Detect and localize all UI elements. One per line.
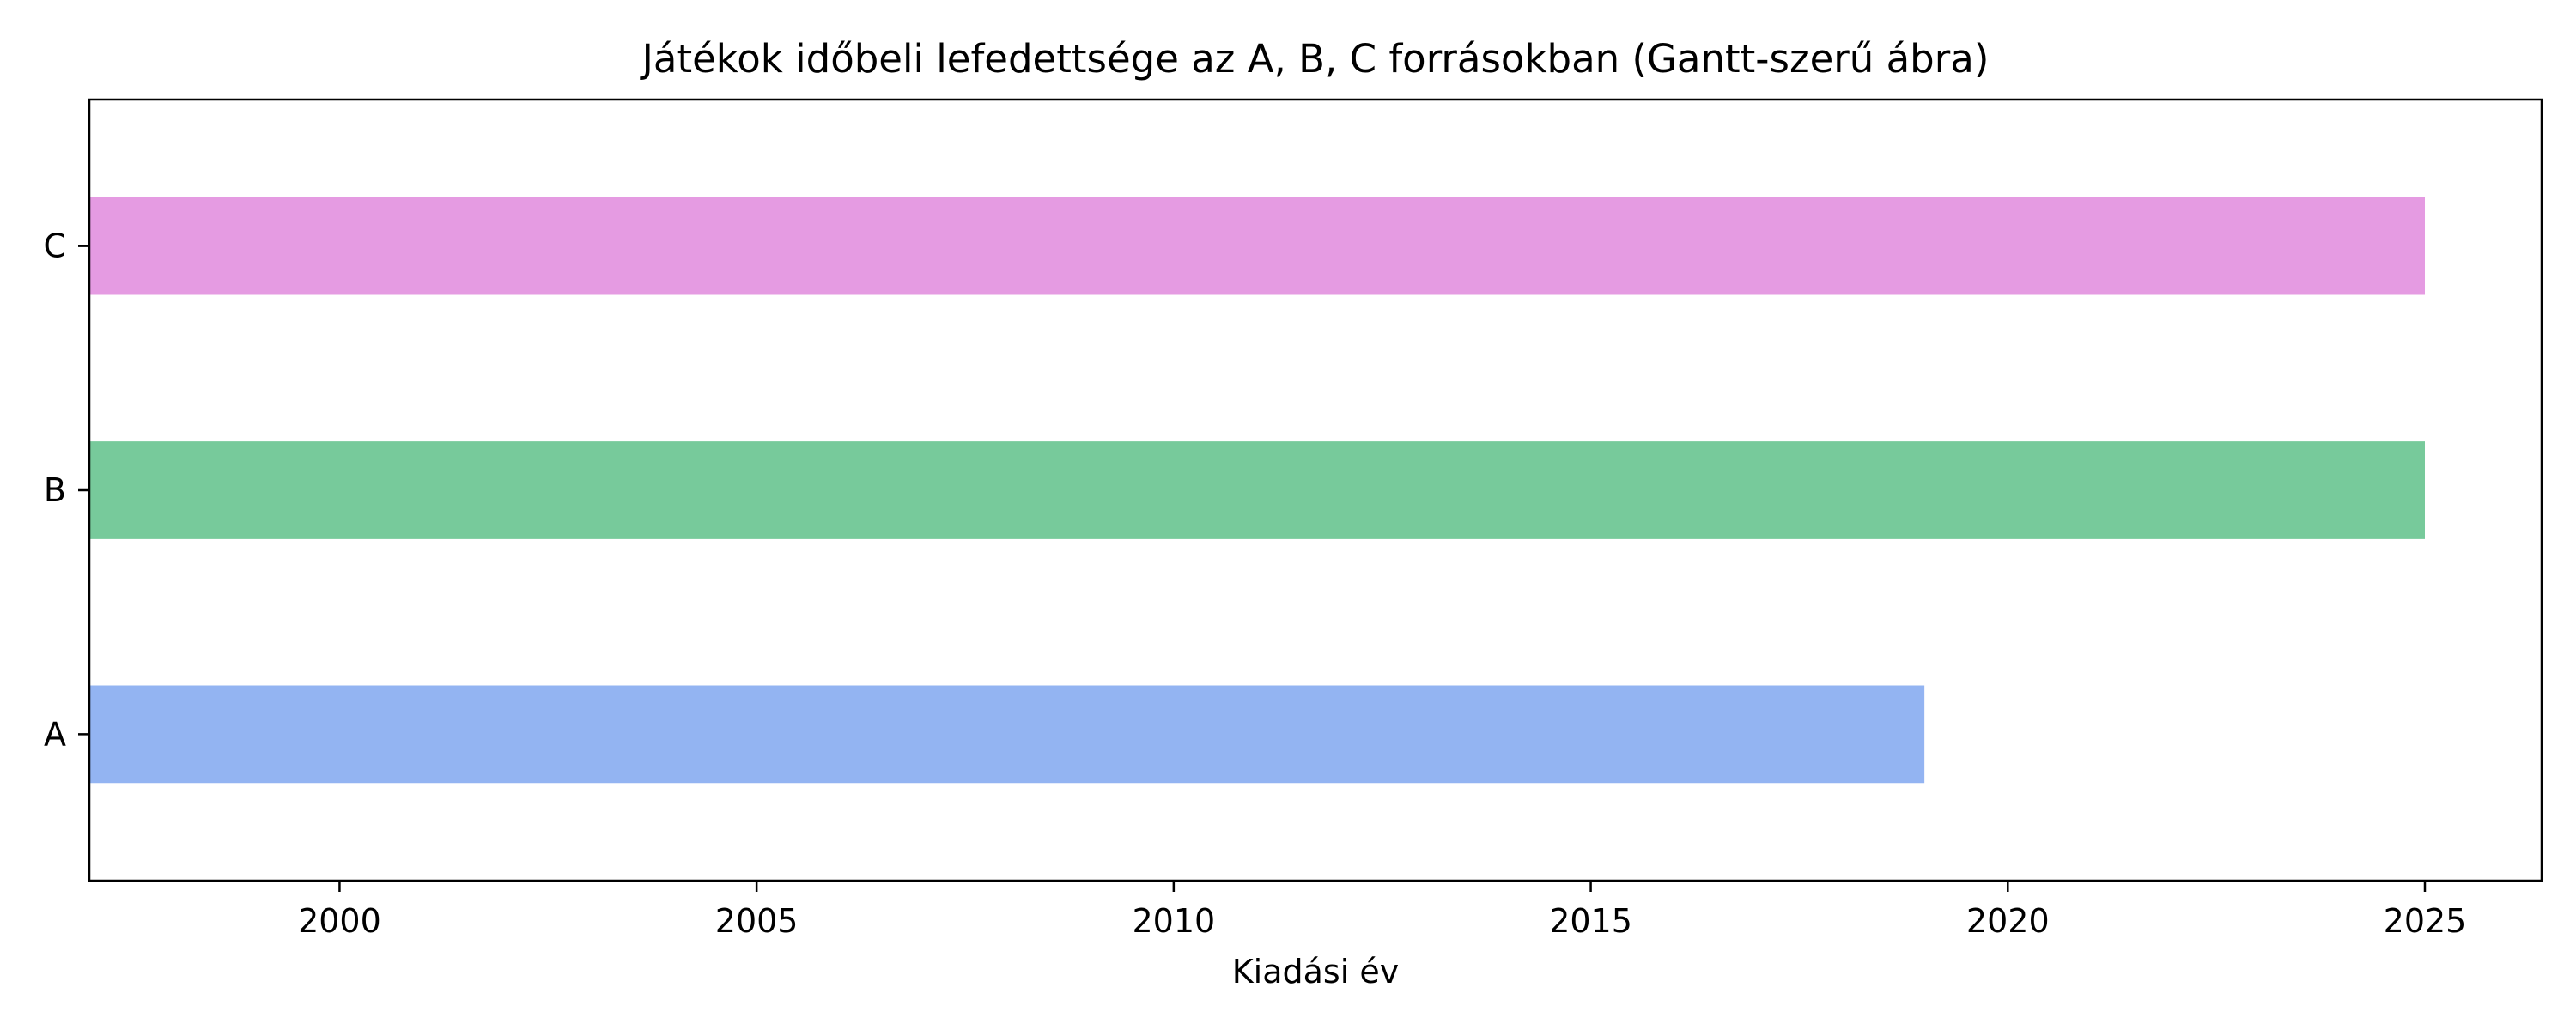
x-tick-label-2015: 2015 — [1549, 902, 1632, 940]
x-tick-label-2005: 2005 — [715, 902, 799, 940]
plot-frame — [88, 98, 2543, 882]
y-tick-label-B: B — [44, 471, 66, 509]
bar-C — [89, 197, 2425, 295]
x-tick-label-2020: 2020 — [1966, 902, 2050, 940]
x-axis-label: Kiadási év — [1232, 953, 1399, 991]
y-axis: A B C — [43, 227, 89, 753]
bar-B — [89, 441, 2425, 539]
y-tick-label-A: A — [44, 715, 66, 753]
chart-title: Játékok időbeli lefedettsége az A, B, C … — [640, 36, 1990, 82]
x-tick-label-2000: 2000 — [298, 902, 381, 940]
x-axis: 2000 2005 2010 2015 2020 2025 — [298, 881, 2466, 940]
bar-A — [89, 685, 1925, 784]
bars-group — [89, 197, 2425, 784]
y-tick-label-C: C — [43, 227, 66, 265]
x-tick-label-2010: 2010 — [1132, 902, 1215, 940]
x-tick-label-2025: 2025 — [2384, 902, 2467, 940]
